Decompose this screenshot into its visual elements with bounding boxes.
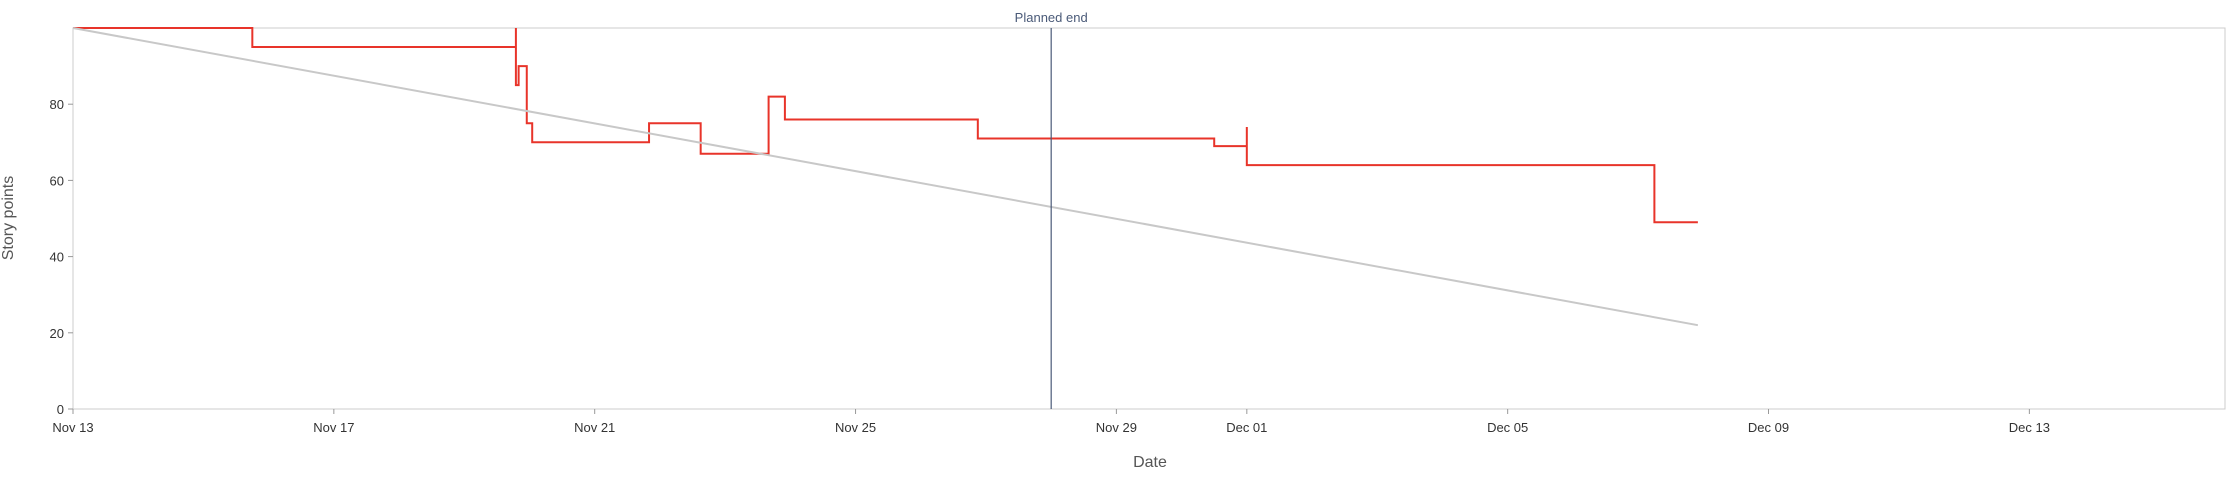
x-tick-label: Nov 25 [835, 420, 876, 435]
x-tick-label: Nov 13 [52, 420, 93, 435]
x-tick-label: Dec 05 [1487, 420, 1528, 435]
y-tick-label: 60 [50, 173, 64, 188]
remaining-work-line [73, 27, 1698, 224]
ideal-trend-line [72, 27, 1699, 327]
x-tick-label: Nov 29 [1096, 420, 1137, 435]
y-tick-label: 80 [50, 97, 64, 112]
plot-frame [72, 27, 2226, 410]
x-tick-label: Dec 13 [2009, 420, 2050, 435]
planned-end-label: Planned end [1015, 10, 1088, 25]
x-tick-label: Dec 09 [1748, 420, 1789, 435]
x-tick-label: Nov 17 [313, 420, 354, 435]
x-tick-label: Dec 01 [1226, 420, 1267, 435]
y-tick-label: 20 [50, 326, 64, 341]
y-tick-label: 0 [57, 402, 64, 417]
x-axis-title: Date [1133, 454, 1167, 471]
x-tick-label: Nov 21 [574, 420, 615, 435]
y-axis-title: Story points [0, 176, 17, 260]
y-tick-label: 40 [50, 250, 64, 265]
